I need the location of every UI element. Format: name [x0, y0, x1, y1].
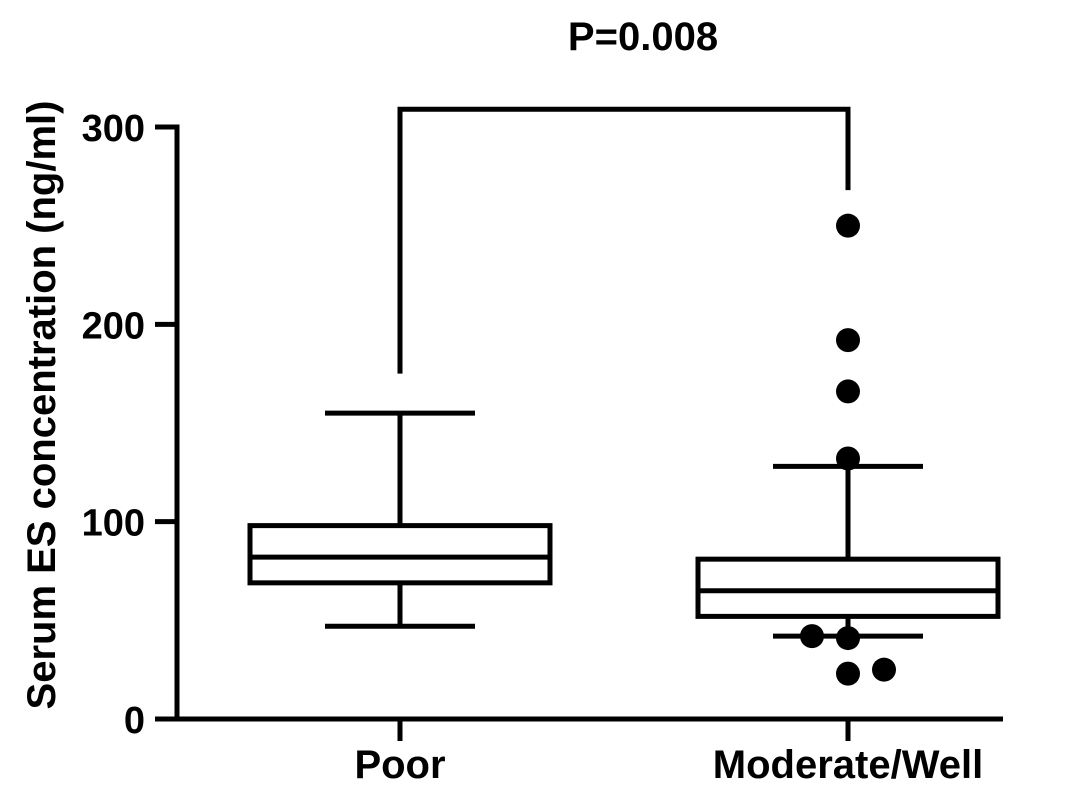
- x-tick-label: Moderate/Well: [713, 743, 983, 787]
- x-tick-label: Poor: [354, 743, 445, 787]
- significance-bracket: [397, 106, 851, 374]
- bracket-line: [397, 106, 851, 374]
- outlier-point: [836, 379, 860, 404]
- boxes: [247, 213, 1001, 686]
- box-group-moderate-well: [695, 213, 1001, 686]
- p-value-annotation: P=0.008: [568, 15, 718, 59]
- y-tick-label: 300: [82, 108, 145, 150]
- outlier-point: [836, 446, 860, 471]
- y-tick-label: 0: [124, 700, 145, 742]
- outlier-point: [836, 626, 860, 651]
- axes: 0 100 200 300 Poor Moderate/Well: [82, 108, 1003, 787]
- y-tick-label: 200: [82, 305, 145, 347]
- outlier-point: [872, 657, 896, 682]
- box: [247, 523, 553, 586]
- box-group-poor: [247, 410, 553, 629]
- y-tick-label: 100: [82, 503, 145, 545]
- outlier-point: [836, 213, 860, 238]
- outlier-point: [836, 328, 860, 353]
- box: [695, 556, 1001, 619]
- y-axis-label: Serum ES concentration (ng/ml): [20, 101, 64, 710]
- outlier-point: [836, 661, 860, 686]
- outlier-point: [800, 624, 824, 649]
